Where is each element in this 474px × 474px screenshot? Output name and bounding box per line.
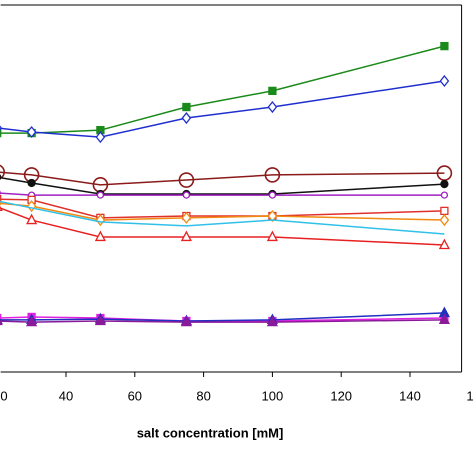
- x-tick-label: 60: [128, 388, 142, 403]
- marker: [178, 172, 195, 188]
- series-line: [0, 192, 445, 196]
- marker: [438, 238, 450, 250]
- marker: [182, 191, 191, 199]
- marker: [26, 125, 37, 139]
- marker: [180, 315, 192, 327]
- marker: [95, 131, 106, 144]
- marker: [267, 209, 278, 223]
- series-line: [0, 312, 445, 322]
- series-line: [0, 176, 445, 195]
- marker: [27, 178, 36, 188]
- x-axis-label: salt concentration [mM]: [137, 425, 284, 440]
- x-tick-label: 120: [330, 388, 352, 403]
- marker: [0, 174, 2, 181]
- series-line: [0, 80, 445, 138]
- series-line: [0, 202, 445, 221]
- marker: [0, 200, 3, 206]
- marker: [268, 86, 277, 96]
- series-line: [0, 45, 445, 134]
- x-tick-label: 40: [59, 388, 73, 403]
- series-line: [0, 171, 445, 186]
- series-line: [0, 200, 445, 235]
- marker: [26, 213, 38, 225]
- marker: [0, 164, 5, 180]
- marker: [0, 125, 3, 131]
- series-line: [0, 319, 445, 323]
- marker: [439, 214, 450, 227]
- marker: [0, 313, 2, 323]
- marker: [0, 205, 3, 211]
- marker: [266, 230, 278, 242]
- marker: [264, 167, 281, 183]
- marker: [438, 313, 450, 325]
- marker: [94, 230, 106, 242]
- marker: [439, 74, 450, 88]
- marker: [440, 206, 449, 216]
- marker: [440, 41, 449, 51]
- x-tick-label: 80: [196, 388, 210, 403]
- marker: [0, 194, 2, 204]
- marker: [268, 191, 277, 199]
- marker: [181, 111, 192, 125]
- x-tick-label: 100: [262, 388, 284, 403]
- marker: [26, 315, 38, 327]
- marker: [96, 191, 105, 199]
- marker: [0, 128, 2, 138]
- series-line: [0, 198, 445, 219]
- marker: [94, 314, 106, 326]
- marker: [0, 319, 3, 326]
- marker: [266, 315, 278, 327]
- marker: [440, 191, 449, 199]
- marker: [440, 179, 449, 189]
- marker: [180, 230, 192, 242]
- x-tick-label: 0: [0, 388, 7, 403]
- x-tick-label: 140: [399, 388, 421, 403]
- marker: [181, 211, 192, 224]
- marker: [182, 102, 191, 112]
- x-tick-label: 1: [466, 388, 473, 403]
- marker: [267, 100, 278, 114]
- series-line: [0, 207, 445, 246]
